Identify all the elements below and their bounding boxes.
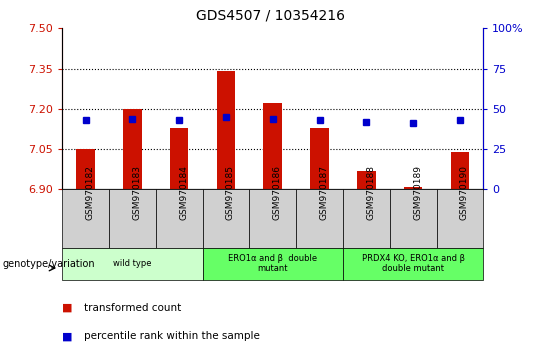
FancyBboxPatch shape — [296, 189, 343, 248]
Text: ERO1α and β  double
mutant: ERO1α and β double mutant — [228, 254, 318, 273]
FancyBboxPatch shape — [109, 189, 156, 248]
FancyBboxPatch shape — [390, 189, 436, 248]
Bar — [76, 149, 95, 189]
Text: ■: ■ — [62, 303, 72, 313]
Bar — [404, 187, 422, 189]
Bar — [357, 171, 376, 189]
Bar — [264, 103, 282, 189]
Text: GSM970185: GSM970185 — [226, 165, 235, 220]
FancyBboxPatch shape — [249, 189, 296, 248]
Text: GSM970186: GSM970186 — [273, 165, 282, 220]
FancyBboxPatch shape — [62, 189, 109, 248]
Text: GSM970190: GSM970190 — [460, 165, 469, 220]
Text: percentile rank within the sample: percentile rank within the sample — [84, 331, 260, 341]
Text: GSM970184: GSM970184 — [179, 165, 188, 220]
FancyBboxPatch shape — [343, 248, 483, 280]
Text: GSM970188: GSM970188 — [366, 165, 375, 220]
Text: genotype/variation: genotype/variation — [3, 259, 96, 269]
FancyBboxPatch shape — [436, 189, 483, 248]
FancyBboxPatch shape — [202, 189, 249, 248]
Text: GSM970187: GSM970187 — [320, 165, 328, 220]
Text: wild type: wild type — [113, 259, 152, 268]
Bar — [170, 128, 188, 189]
Text: GSM970183: GSM970183 — [132, 165, 141, 220]
Text: GSM970189: GSM970189 — [413, 165, 422, 220]
Text: GSM970182: GSM970182 — [85, 165, 94, 220]
FancyBboxPatch shape — [202, 248, 343, 280]
Text: GDS4507 / 10354216: GDS4507 / 10354216 — [195, 9, 345, 23]
Bar — [450, 152, 469, 189]
FancyBboxPatch shape — [343, 189, 390, 248]
Bar — [310, 128, 329, 189]
Text: PRDX4 KO, ERO1α and β
double mutant: PRDX4 KO, ERO1α and β double mutant — [362, 254, 464, 273]
Text: ■: ■ — [62, 331, 72, 341]
Text: transformed count: transformed count — [84, 303, 181, 313]
FancyBboxPatch shape — [62, 248, 202, 280]
FancyBboxPatch shape — [156, 189, 202, 248]
Bar — [123, 109, 141, 189]
Bar — [217, 71, 235, 189]
